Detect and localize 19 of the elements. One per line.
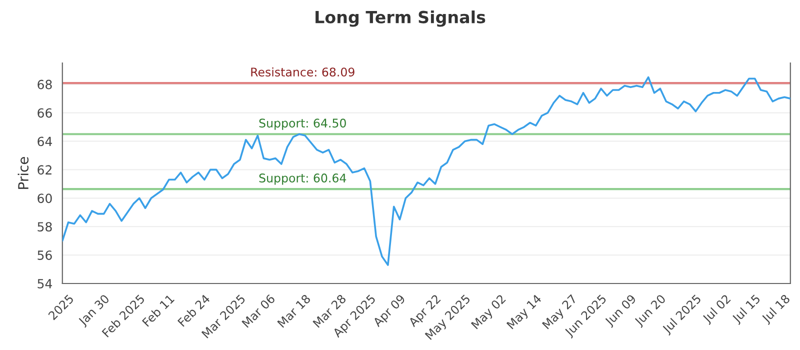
x-tick-label: Jul 18: [760, 294, 792, 326]
ref-line-label: Support: 64.50: [259, 118, 346, 130]
ref-line-label: Resistance: 68.09: [251, 67, 354, 77]
y-tick-label: 58: [38, 222, 52, 232]
x-tick-label: Jul 02: [702, 294, 732, 326]
y-tick-label: 56: [38, 250, 52, 260]
x-tick-label: Jul 15: [731, 294, 762, 326]
y-tick-label: 66: [38, 108, 52, 118]
y-tick-label: 64: [38, 136, 52, 146]
ref-line-label: Support: 60.64: [259, 174, 346, 185]
line-series: [62, 76, 790, 266]
y-tick-label: 60: [38, 194, 52, 204]
x-tick-label: Mar 18: [277, 294, 311, 328]
chart-title: Long Term Signals: [316, 10, 486, 27]
y-tick-label: 68: [38, 80, 52, 90]
y-tick-label: 62: [38, 165, 52, 175]
y-tick-label: 54: [38, 279, 52, 288]
x-tick-label: Feb 24: [177, 294, 210, 327]
y-axis-title: Price: [18, 157, 29, 189]
